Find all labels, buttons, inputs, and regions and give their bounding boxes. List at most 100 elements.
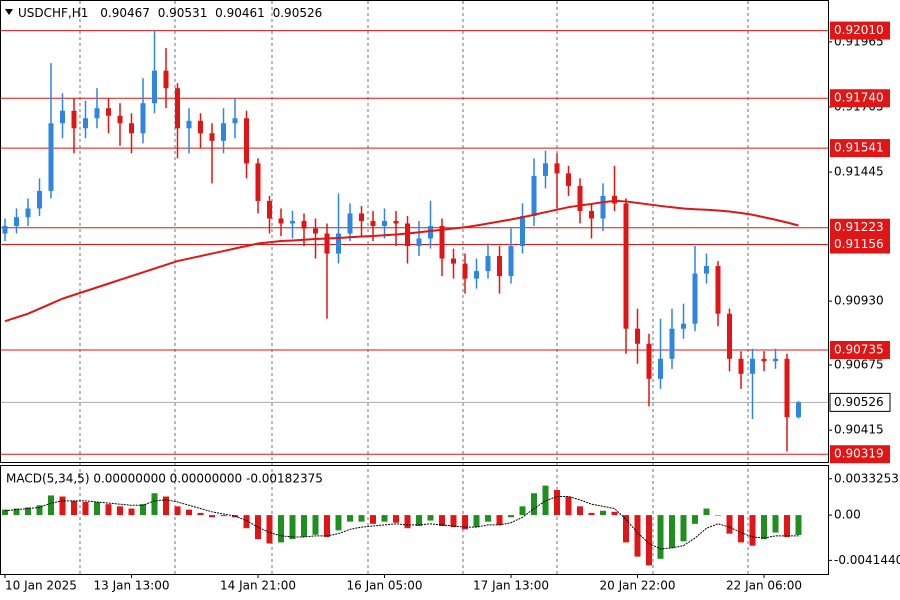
candle-body [175, 88, 180, 129]
candle-body [278, 218, 284, 224]
macd-bar [163, 496, 169, 516]
macd-bar [36, 505, 43, 516]
candle-body [209, 133, 215, 141]
candle-body [106, 108, 111, 116]
candle-body [497, 256, 502, 277]
macd-bar [772, 515, 779, 533]
macd-bar [692, 515, 698, 524]
macd-bar [703, 508, 710, 516]
candle-body [554, 163, 560, 174]
macd-bar [473, 515, 480, 528]
candle-body [290, 220, 295, 224]
macd-bar [117, 506, 123, 516]
candle-body [428, 225, 433, 239]
macd-bar [82, 501, 89, 516]
close: 0.90526 [273, 6, 323, 20]
candle-body [140, 103, 146, 134]
candle-body [589, 210, 594, 219]
macd-bar [450, 515, 457, 528]
level-box [830, 218, 890, 237]
y-tick-label: 0.0033253 [834, 471, 899, 485]
macd-bar [416, 515, 422, 527]
candle-body [267, 200, 272, 219]
macd-bar [531, 493, 537, 516]
candle-body [692, 273, 698, 324]
candle-body [382, 220, 387, 226]
macd-bar [197, 512, 204, 516]
candle-body [669, 328, 675, 359]
candle-body [416, 238, 422, 247]
candle-body [393, 220, 399, 224]
x-tick-label: 17 Jan 13:00 [473, 579, 549, 593]
macd-bar [266, 515, 273, 544]
level-box [830, 89, 890, 108]
candle-body [727, 313, 732, 359]
macd-bar [439, 515, 445, 527]
macd-bar [289, 515, 296, 540]
candle-body [71, 110, 77, 129]
macd-panel [0, 465, 829, 575]
candle-body [750, 358, 755, 374]
macd-bar [715, 515, 721, 516]
candle-body [508, 246, 514, 277]
macd-bar [542, 485, 549, 516]
candle-body [14, 217, 19, 226]
candle-body [2, 225, 8, 234]
y-tick-label: 0.90415 [834, 423, 884, 437]
macd-bar [151, 493, 158, 516]
macd-bar [784, 515, 790, 537]
macd-bar [519, 506, 526, 516]
level-label: 0.92010 [834, 23, 884, 37]
candle-body [186, 120, 192, 129]
level-box [830, 235, 890, 254]
candle-body [520, 215, 525, 247]
candle-body [784, 358, 790, 418]
candle-body [313, 228, 318, 234]
macd-bar [48, 495, 54, 516]
candle-body [451, 258, 456, 264]
y-tick-label: 0.91445 [834, 165, 884, 179]
candle-body [232, 118, 238, 124]
low: 0.90461 [215, 6, 265, 20]
macd-bar [105, 504, 112, 516]
macd-bar [59, 496, 66, 516]
candle-body [566, 173, 571, 186]
macd-bar [600, 510, 606, 516]
macd-bar [508, 515, 514, 518]
macd-signal [4, 496, 799, 550]
y-tick-label: -0.0041440 [834, 553, 900, 567]
candle-body [577, 185, 583, 211]
candle-body [600, 195, 606, 219]
level-label: 0.91223 [834, 220, 884, 234]
candle-body [301, 220, 307, 229]
macd-bar [278, 515, 284, 543]
macd-bar [657, 515, 664, 559]
macd-bar [485, 515, 491, 522]
candle-body [255, 163, 261, 201]
candle-body [198, 120, 203, 134]
candle-body [83, 118, 88, 129]
candle-body [37, 190, 42, 209]
candle-body [25, 208, 31, 218]
macd-bar [680, 515, 687, 542]
menu-arrow[interactable] [5, 9, 13, 15]
candle-body [543, 163, 548, 176]
level-box [830, 445, 890, 464]
macd-bar [381, 515, 388, 522]
macd-bar [186, 509, 192, 516]
macd-bar [370, 515, 376, 524]
macd-bar [220, 515, 227, 517]
macd-bar [726, 515, 733, 534]
candle-body [485, 256, 491, 272]
candle-body [405, 223, 410, 247]
macd-bar [94, 501, 100, 516]
macd-bar [2, 509, 8, 516]
macd-bar [404, 515, 411, 529]
macd-bar [174, 506, 181, 516]
macd-bar [358, 515, 365, 522]
macd-bar [646, 515, 652, 566]
candle-body [163, 70, 169, 89]
candle-body [94, 108, 100, 119]
macd-bar [209, 515, 215, 518]
